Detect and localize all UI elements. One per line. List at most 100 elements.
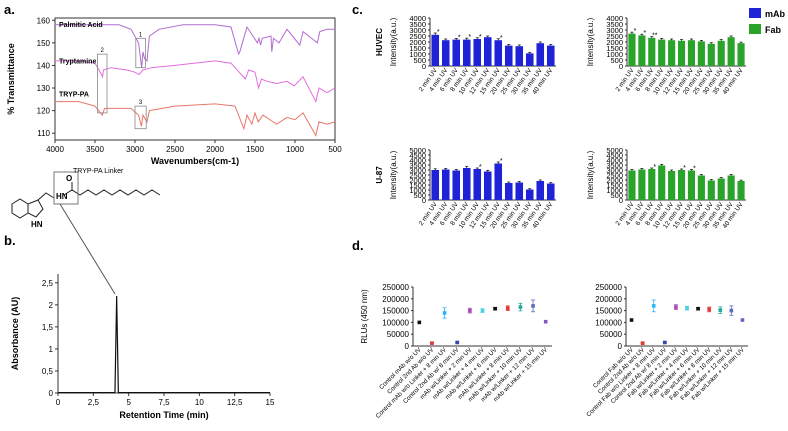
huvec-mab-bar	[515, 46, 524, 66]
alkyl-chain	[63, 189, 161, 196]
rlu-mab-y-tick-label: 200000	[382, 295, 409, 304]
ftir-region-label: 1	[139, 32, 143, 38]
u87-mab-bar	[462, 168, 471, 200]
u87-mab-y-tick-label: 4500	[409, 151, 426, 160]
rlu-mab-y-axis-label: RLUs (450 nm)	[360, 289, 369, 344]
rlu-mab-y-tick-label: 150000	[382, 307, 409, 316]
u87-mab-bar	[483, 171, 492, 200]
ftir-x-tick-label: 1000	[286, 145, 304, 154]
legend-label-fab: Fab	[765, 25, 782, 35]
huvec-fab-y-tick-label: 2000	[606, 38, 623, 47]
huvec-fab-significance-mark: *	[644, 30, 647, 37]
u87-fab-y-tick-label: 5000	[606, 146, 623, 155]
u87-fab-bar	[707, 180, 715, 200]
ftir-plot-frame	[54, 17, 336, 141]
huvec-mab-bar	[441, 40, 450, 66]
rlu-fab-y-tick-label: 200000	[595, 295, 622, 304]
huvec-fab-bar	[697, 41, 705, 66]
u87-fab-y-tick-label: 2000	[606, 176, 623, 185]
ftir-y-tick-label: 150	[37, 39, 51, 48]
u87-fab-chart: 0500100015002000250030003500400045005000…	[586, 146, 746, 230]
callout-line	[59, 203, 116, 295]
ftir-series-line-1	[55, 60, 336, 104]
huvec-mab-y-tick-label: 3000	[409, 26, 426, 35]
rlu-mab-point	[493, 306, 497, 311]
rlu-mab-point	[480, 308, 485, 313]
rlu-fab-point	[685, 306, 689, 311]
u87-mab-y-tick-label: 1500	[409, 181, 426, 190]
huvec-mab-y-tick-label: 2500	[409, 32, 426, 41]
huvec-mab-y-tick-label: 1000	[409, 50, 426, 59]
rlu-fab-point	[674, 305, 678, 309]
huvec-mab-y-tick-label: 0	[422, 62, 426, 71]
panel-label-c: c.	[352, 2, 363, 17]
ftir-chart: 4000 3500 3000 2500 2000 1500 1000 500 110 120 130…	[6, 16, 342, 166]
rlu-mab-point	[455, 340, 460, 345]
u87-mab-y-tick-label: 3000	[409, 166, 426, 175]
carbonyl-o-label: O	[66, 174, 72, 183]
huvec-mab-significance-mark: *	[437, 29, 440, 36]
huvec-mab-y-tick-label: 4000	[409, 14, 426, 23]
u87-fab-significance-mark: *	[693, 166, 696, 173]
rlu-fab-y-tick-label: 150000	[595, 307, 622, 316]
ethyl-chain	[37, 192, 55, 201]
rlu-fab-point	[740, 318, 745, 322]
legend: mAb Fab	[749, 8, 786, 35]
u87-mab-y-tick-label: 2500	[409, 171, 426, 180]
ftir-series-line-2	[55, 101, 336, 137]
u87-fab-bar	[687, 170, 696, 200]
rlu-fab-point	[718, 308, 723, 312]
rlu-fab-point	[651, 304, 656, 308]
u87-fab-y-tick-label: 1000	[606, 186, 623, 195]
ftir-y-tick-label: 160	[37, 16, 51, 25]
hplc-x-tick-label: 0	[56, 398, 61, 407]
huvec-fab-bar	[638, 35, 646, 66]
rlu-fab-point	[696, 306, 700, 311]
huvec-fab-bar	[648, 37, 656, 66]
huvec-mab-bar	[504, 45, 513, 66]
u87-fab-bar	[638, 169, 646, 200]
u87-fab-y-tick-label: 0	[619, 196, 623, 205]
u87-mab-y-tick-label: 500	[413, 191, 426, 200]
u87-fab-bar	[717, 178, 725, 200]
huvec-mab-significance-mark: *	[458, 34, 461, 41]
huvec-mab-significance-mark: *	[500, 35, 503, 42]
u87-mab-y-tick-label: 0	[422, 196, 426, 205]
huvec-fab-y-tick-label: 3500	[606, 20, 623, 29]
u87-fab-bar	[668, 171, 676, 200]
u87-mab-bar	[546, 183, 555, 200]
rlu-fab-point	[707, 307, 711, 312]
ftir-x-tick-label: 500	[328, 145, 342, 154]
u87-mab-y-tick-label: 2000	[409, 176, 426, 185]
ftir-x-tick-label: 1500	[246, 145, 264, 154]
huvec-mab-bar	[452, 39, 461, 66]
rlu-fab-y-tick-label: 0	[618, 342, 623, 351]
legend-label-mab: mAb	[765, 9, 786, 19]
u87-mab-y-tick-label: 1000	[409, 186, 426, 195]
ftir-y-tick-label: 140	[37, 61, 51, 70]
ftir-region-box	[97, 53, 108, 114]
u87-mab-bar	[515, 182, 524, 200]
u87-fab-bar	[658, 165, 666, 200]
u87-mab-significance-mark: *	[479, 164, 482, 171]
rlu-fab-y-tick-label: 250000	[595, 283, 622, 292]
u87-fab-y-tick-label: 4000	[606, 156, 623, 165]
u87-mab-significance-mark: *	[500, 158, 503, 165]
u87-fab-y-tick-label: 4500	[606, 151, 623, 160]
hplc-y-tick-label: 1	[49, 345, 54, 354]
huvec-fab-bar	[707, 43, 715, 66]
rlu-fab-point	[729, 308, 734, 313]
u87-mab-bar	[452, 170, 461, 200]
ftir-series-label: Palmitic Acid	[59, 22, 103, 29]
u87-fab-bar	[648, 169, 656, 200]
rlu-mab-chart: 0 50000 100000 150000 200000 250000 RLUs (450 …	[360, 283, 552, 420]
u87-fab-bar	[677, 170, 686, 200]
hplc-chromatogram-line	[58, 296, 270, 394]
panel-label-d: d.	[352, 238, 364, 253]
rlu-mab-point	[430, 341, 434, 345]
rlu-mab-y-tick-label: 50000	[387, 330, 410, 339]
legend-swatch-fab	[749, 24, 761, 34]
